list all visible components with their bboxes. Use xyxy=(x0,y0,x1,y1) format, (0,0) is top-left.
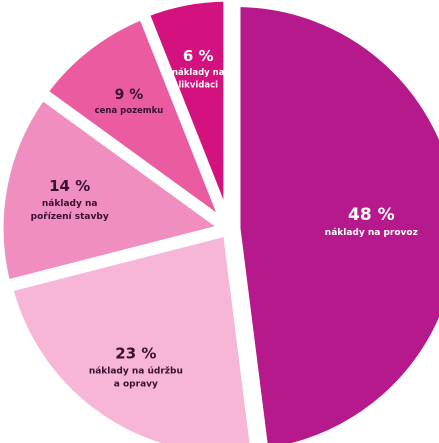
slice-description-3-line-2: pořízení stavby xyxy=(31,212,109,222)
slice-percent-label-2: 23 % xyxy=(115,345,156,363)
pie-slice-2 xyxy=(2,225,259,443)
slice-description-1-line-1: náklady na provoz xyxy=(325,228,418,238)
pie-slice-5 xyxy=(138,0,233,225)
pie-slice-4 xyxy=(36,9,236,238)
slice-percent-label-3: 14 % xyxy=(49,177,90,195)
slice-description-5-line-2: likvidaci xyxy=(178,81,218,91)
slice-percent-label-1: 48 % xyxy=(348,205,395,225)
pie-labels: 48 % náklady na provoz 23 % náklady na údrž… xyxy=(31,47,418,390)
slice-percent-label-5: 6 % xyxy=(183,47,214,65)
pie-slice-1 xyxy=(231,0,439,443)
pie-slice-3 xyxy=(0,89,236,290)
slice-description-4-line-1: cena pozemku xyxy=(95,106,164,116)
slice-description-5-line-1: náklady na xyxy=(172,68,225,78)
slice-description-2-line-2: a opravy xyxy=(114,380,158,390)
slice-description-3-line-1: náklady na xyxy=(42,199,98,209)
slice-description-2-line-1: náklady na údržbu xyxy=(89,367,183,377)
slice-percent-label-4: 9 % xyxy=(115,87,144,103)
